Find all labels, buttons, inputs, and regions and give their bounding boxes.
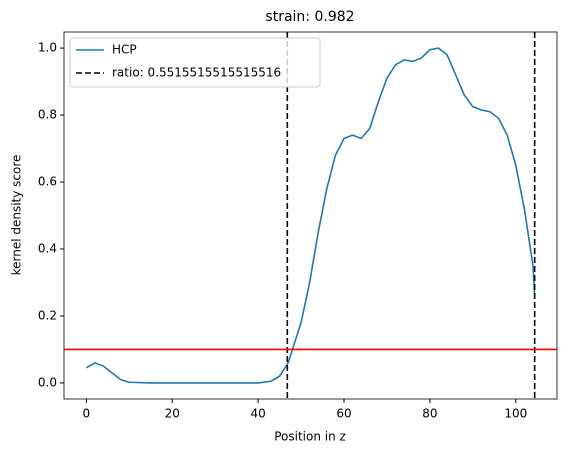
y-tick-label: 0.8 <box>38 108 57 122</box>
y-tick-label: 0.0 <box>38 375 57 389</box>
y-tick-label: 0.6 <box>38 175 57 189</box>
x-tick-label: 100 <box>504 407 527 421</box>
x-tick-label: 80 <box>422 407 437 421</box>
x-tick-label: 60 <box>336 407 351 421</box>
x-tick-label: 40 <box>250 407 265 421</box>
y-tick-label: 1.0 <box>38 41 57 55</box>
line-series <box>85 47 536 384</box>
x-tick-label: 0 <box>83 407 91 421</box>
legend-label: HCP <box>112 43 137 57</box>
x-tick-label: 20 <box>165 407 180 421</box>
y-tick-label: 0.2 <box>38 308 57 322</box>
y-tick-label: 0.4 <box>38 241 57 255</box>
legend-label: ratio: 0.5515515515515516 <box>112 66 281 80</box>
plot-frame <box>63 31 558 400</box>
chart-title: strain: 0.982 <box>265 9 354 25</box>
x-axis-label: Position in z <box>274 430 346 444</box>
y-axis-label: kernel density score <box>10 155 24 276</box>
legend-box <box>69 37 321 88</box>
